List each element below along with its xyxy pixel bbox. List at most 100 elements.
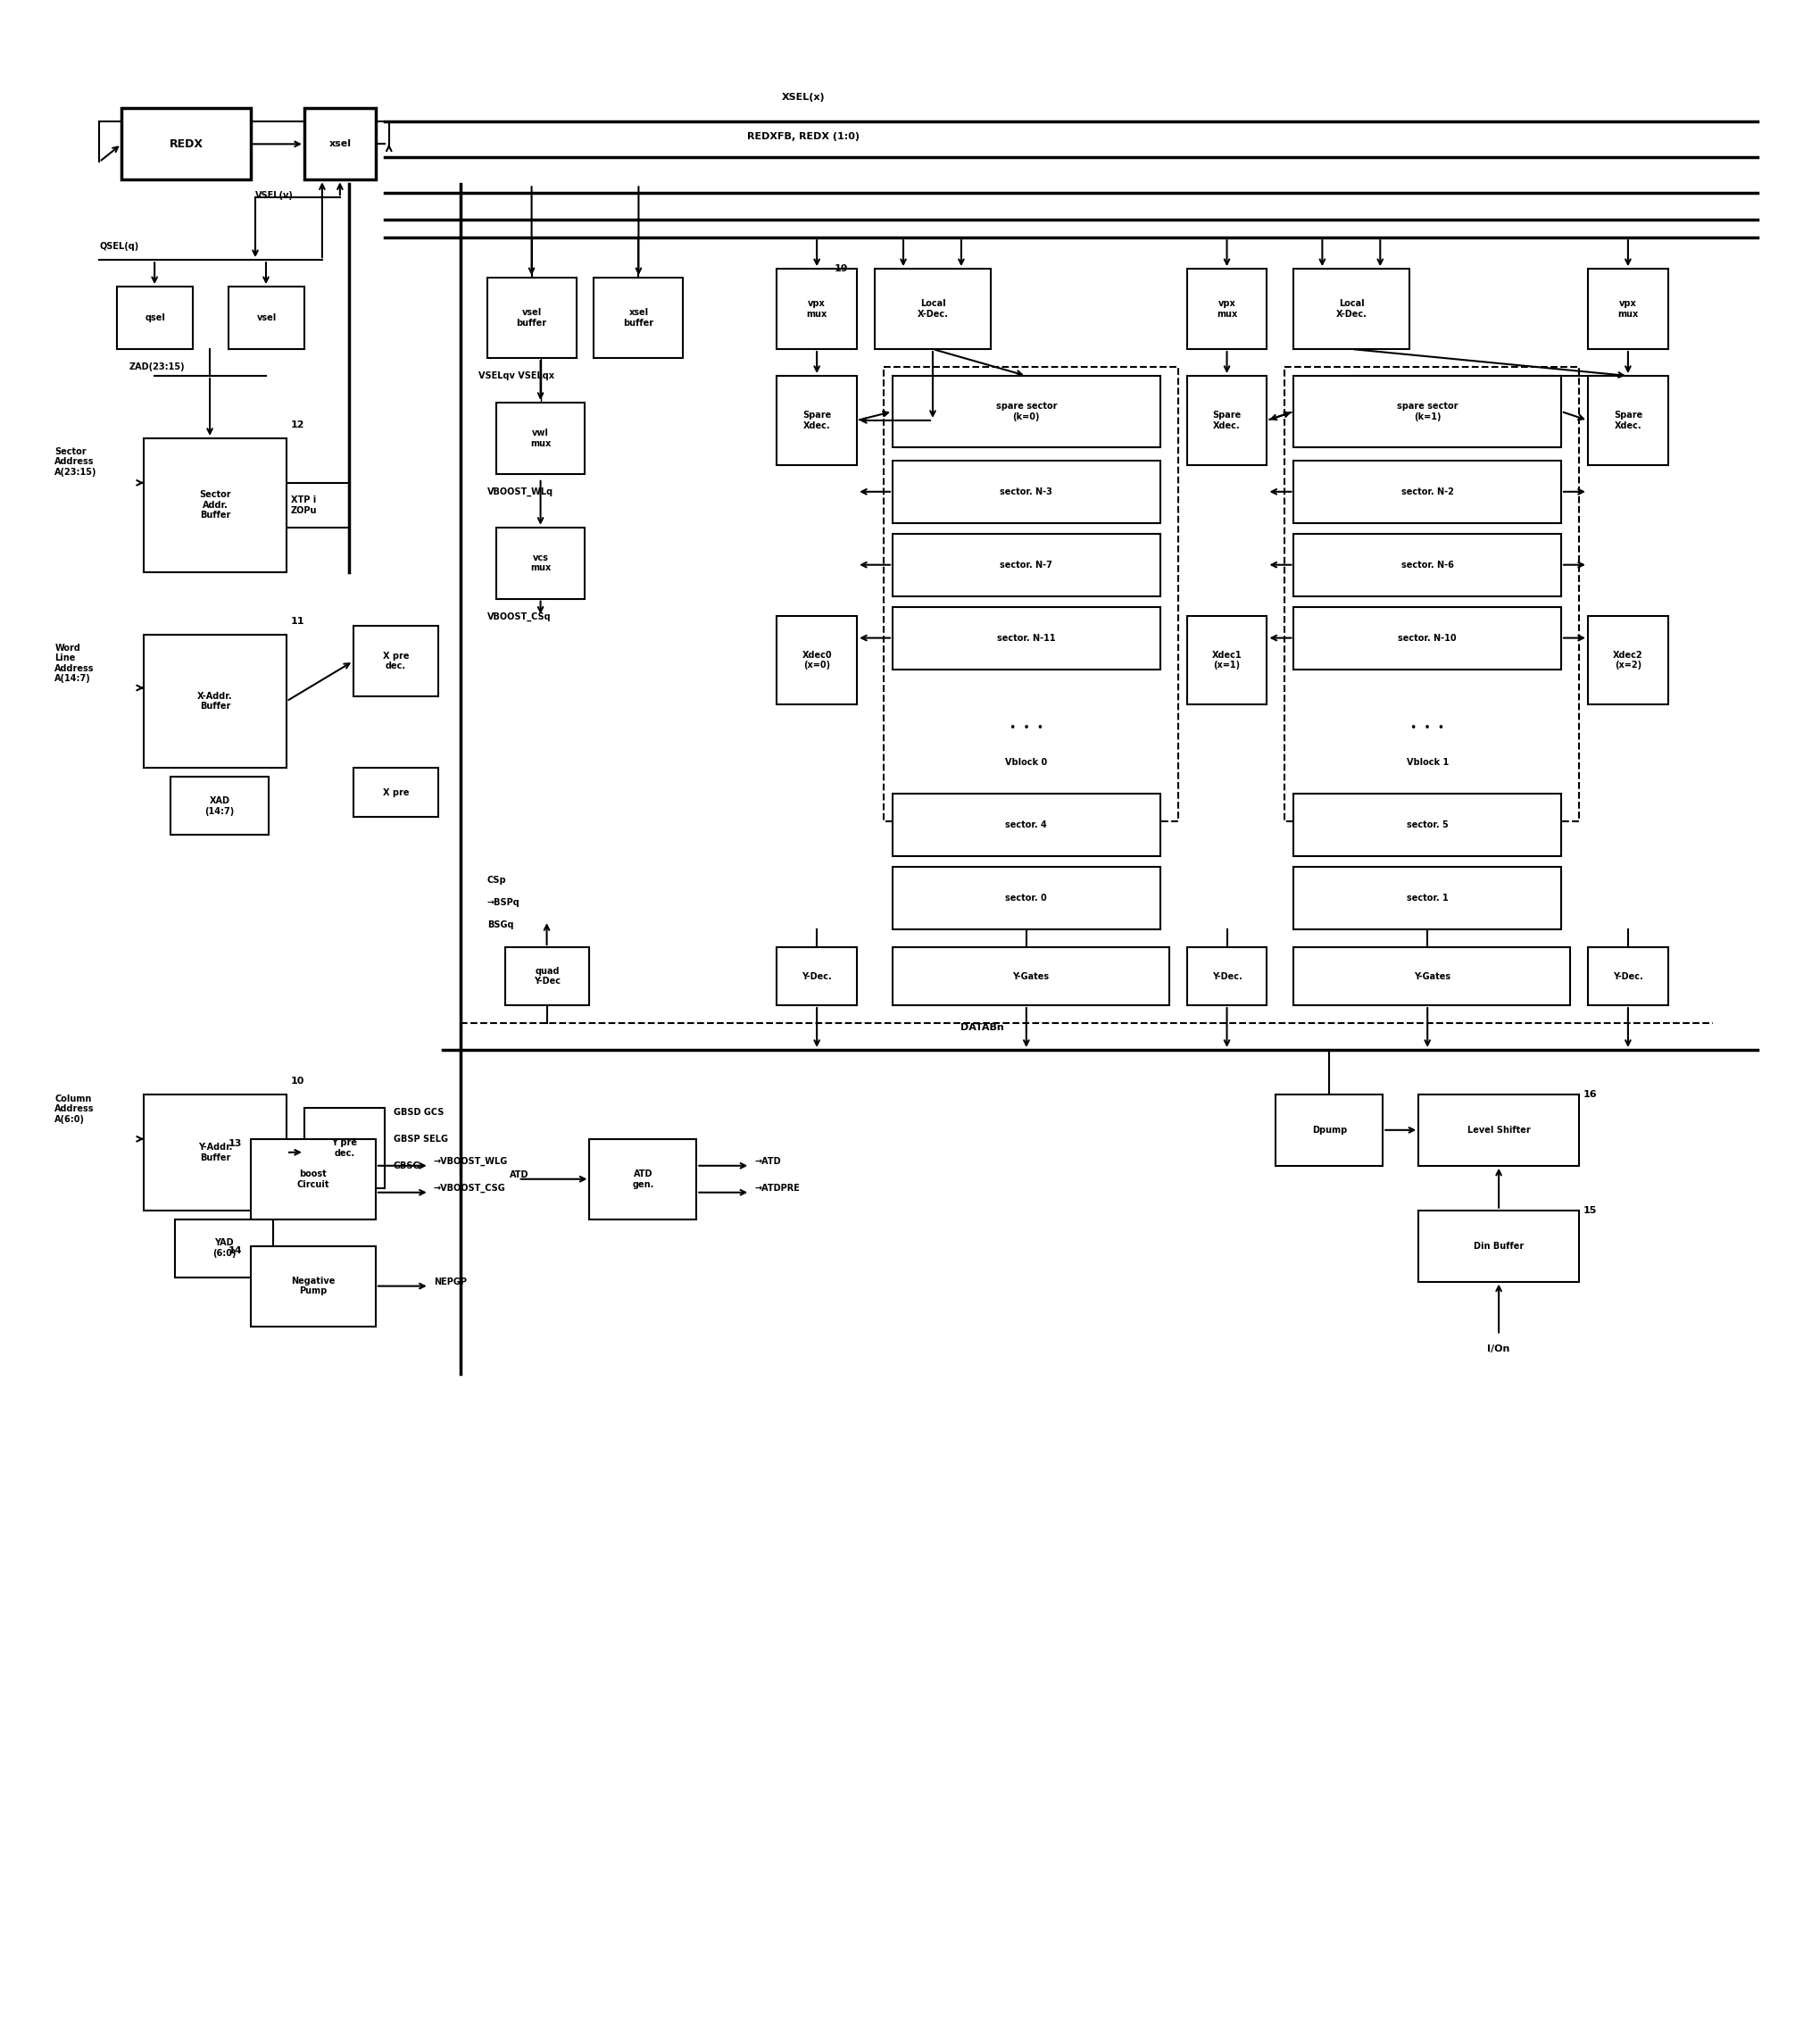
Text: Spare
Xdec.: Spare Xdec. bbox=[1613, 410, 1642, 430]
Bar bbox=[1587, 616, 1667, 705]
Text: Spare
Xdec.: Spare Xdec. bbox=[803, 410, 832, 430]
Text: Sector
Addr.
Buffer: Sector Addr. Buffer bbox=[198, 489, 231, 520]
Text: GBSG: GBSG bbox=[393, 1162, 420, 1170]
Bar bbox=[1292, 375, 1560, 447]
Text: sector. N-10: sector. N-10 bbox=[1398, 634, 1456, 642]
Bar bbox=[1285, 367, 1578, 822]
Text: X pre
dec.: X pre dec. bbox=[382, 652, 410, 671]
Text: vpx
mux: vpx mux bbox=[1216, 300, 1236, 318]
Text: Y-Gates: Y-Gates bbox=[1412, 973, 1449, 981]
Bar bbox=[1292, 461, 1560, 522]
Bar bbox=[874, 269, 990, 349]
Text: ATD
gen.: ATD gen. bbox=[632, 1170, 653, 1189]
Text: QSEL(q): QSEL(q) bbox=[100, 243, 138, 251]
Bar bbox=[495, 528, 584, 599]
Text: sector. 4: sector. 4 bbox=[1005, 820, 1046, 830]
Text: xsel: xsel bbox=[329, 139, 351, 149]
Text: Dpump: Dpump bbox=[1310, 1126, 1347, 1134]
Text: Local
X-Dec.: Local X-Dec. bbox=[917, 300, 948, 318]
Bar bbox=[1587, 948, 1667, 1005]
Text: ATD: ATD bbox=[510, 1170, 528, 1179]
Bar bbox=[144, 634, 286, 769]
Text: 11: 11 bbox=[291, 616, 304, 626]
Text: REDX: REDX bbox=[169, 139, 204, 149]
Text: XAD
(14:7): XAD (14:7) bbox=[204, 797, 235, 816]
Bar bbox=[892, 534, 1159, 595]
Text: →BSPq: →BSPq bbox=[486, 899, 519, 907]
Bar bbox=[892, 867, 1159, 930]
Text: GBSD GCS: GBSD GCS bbox=[393, 1107, 444, 1117]
Bar bbox=[144, 1095, 286, 1211]
Text: Word
Line
Address
A(14:7): Word Line Address A(14:7) bbox=[55, 642, 95, 683]
Text: NEPGP: NEPGP bbox=[433, 1276, 466, 1287]
Text: spare sector
(k=0): spare sector (k=0) bbox=[996, 402, 1056, 422]
Bar bbox=[777, 269, 857, 349]
Bar bbox=[1587, 375, 1667, 465]
Text: Xdec1
(x=1): Xdec1 (x=1) bbox=[1212, 650, 1241, 671]
Bar bbox=[353, 626, 439, 697]
Bar bbox=[116, 287, 193, 349]
Text: Y-Dec.: Y-Dec. bbox=[1613, 973, 1642, 981]
Text: vpx
mux: vpx mux bbox=[806, 300, 826, 318]
Text: xsel
buffer: xsel buffer bbox=[622, 308, 653, 328]
Text: VSELqv VSELqx: VSELqv VSELqx bbox=[479, 371, 553, 381]
Bar bbox=[892, 608, 1159, 669]
Bar bbox=[1292, 867, 1560, 930]
Bar bbox=[304, 1107, 384, 1189]
Text: quad
Y-Dec: quad Y-Dec bbox=[533, 966, 561, 987]
Bar bbox=[1292, 269, 1409, 349]
Bar bbox=[1292, 948, 1569, 1005]
Bar bbox=[1292, 608, 1560, 669]
Text: Spare
Xdec.: Spare Xdec. bbox=[1212, 410, 1241, 430]
Text: 15: 15 bbox=[1583, 1205, 1596, 1215]
Text: Y-Addr.
Buffer: Y-Addr. Buffer bbox=[198, 1142, 233, 1162]
Text: 12: 12 bbox=[291, 420, 304, 430]
Text: vsel
buffer: vsel buffer bbox=[517, 308, 546, 328]
Text: spare sector
(k=1): spare sector (k=1) bbox=[1396, 402, 1458, 422]
Text: VBOOST_CSq: VBOOST_CSq bbox=[486, 612, 551, 622]
Text: Column
Address
A(6:0): Column Address A(6:0) bbox=[55, 1095, 95, 1123]
Text: →VBOOST_WLG: →VBOOST_WLG bbox=[433, 1156, 508, 1166]
Text: sector. 1: sector. 1 bbox=[1405, 893, 1447, 903]
Text: YAD
(6:0): YAD (6:0) bbox=[213, 1238, 237, 1258]
Bar bbox=[504, 948, 590, 1005]
Text: 14: 14 bbox=[229, 1246, 242, 1254]
Text: VSEL(v): VSEL(v) bbox=[255, 192, 293, 200]
Text: X pre: X pre bbox=[382, 789, 410, 797]
Bar bbox=[171, 777, 269, 834]
Text: sector. N-11: sector. N-11 bbox=[997, 634, 1056, 642]
Bar bbox=[892, 793, 1159, 856]
Text: Vblock 1: Vblock 1 bbox=[1405, 759, 1449, 767]
Bar bbox=[353, 769, 439, 818]
Bar bbox=[1187, 269, 1267, 349]
Text: XTP i
ZOPu: XTP i ZOPu bbox=[291, 495, 317, 514]
Text: Din Buffer: Din Buffer bbox=[1472, 1242, 1523, 1250]
Text: Level Shifter: Level Shifter bbox=[1467, 1126, 1529, 1134]
Bar bbox=[892, 461, 1159, 522]
Bar bbox=[593, 277, 682, 359]
Text: sector. N-2: sector. N-2 bbox=[1400, 487, 1452, 495]
Bar bbox=[883, 367, 1178, 822]
Bar bbox=[892, 948, 1168, 1005]
Bar bbox=[777, 948, 857, 1005]
Text: sector. N-3: sector. N-3 bbox=[999, 487, 1052, 495]
Bar bbox=[1187, 375, 1267, 465]
Bar bbox=[777, 616, 857, 705]
Text: X-Addr.
Buffer: X-Addr. Buffer bbox=[197, 691, 233, 712]
Text: boost
Circuit: boost Circuit bbox=[297, 1170, 329, 1189]
Text: vsel: vsel bbox=[257, 314, 277, 322]
Text: sector. 0: sector. 0 bbox=[1005, 893, 1046, 903]
Bar bbox=[590, 1140, 697, 1219]
Text: sector. N-7: sector. N-7 bbox=[999, 561, 1052, 569]
Text: BSGq: BSGq bbox=[486, 920, 513, 930]
Text: Vblock 0: Vblock 0 bbox=[1005, 759, 1046, 767]
Bar bbox=[777, 375, 857, 465]
Bar bbox=[892, 375, 1159, 447]
Text: vcs
mux: vcs mux bbox=[530, 553, 551, 573]
Text: XSEL(x): XSEL(x) bbox=[781, 94, 824, 102]
Bar bbox=[304, 108, 375, 179]
Text: •  •  •: • • • bbox=[1411, 722, 1443, 734]
Text: I/On: I/On bbox=[1487, 1344, 1509, 1354]
Text: →ATDPRE: →ATDPRE bbox=[753, 1183, 799, 1193]
Text: Y-Dec.: Y-Dec. bbox=[801, 973, 832, 981]
